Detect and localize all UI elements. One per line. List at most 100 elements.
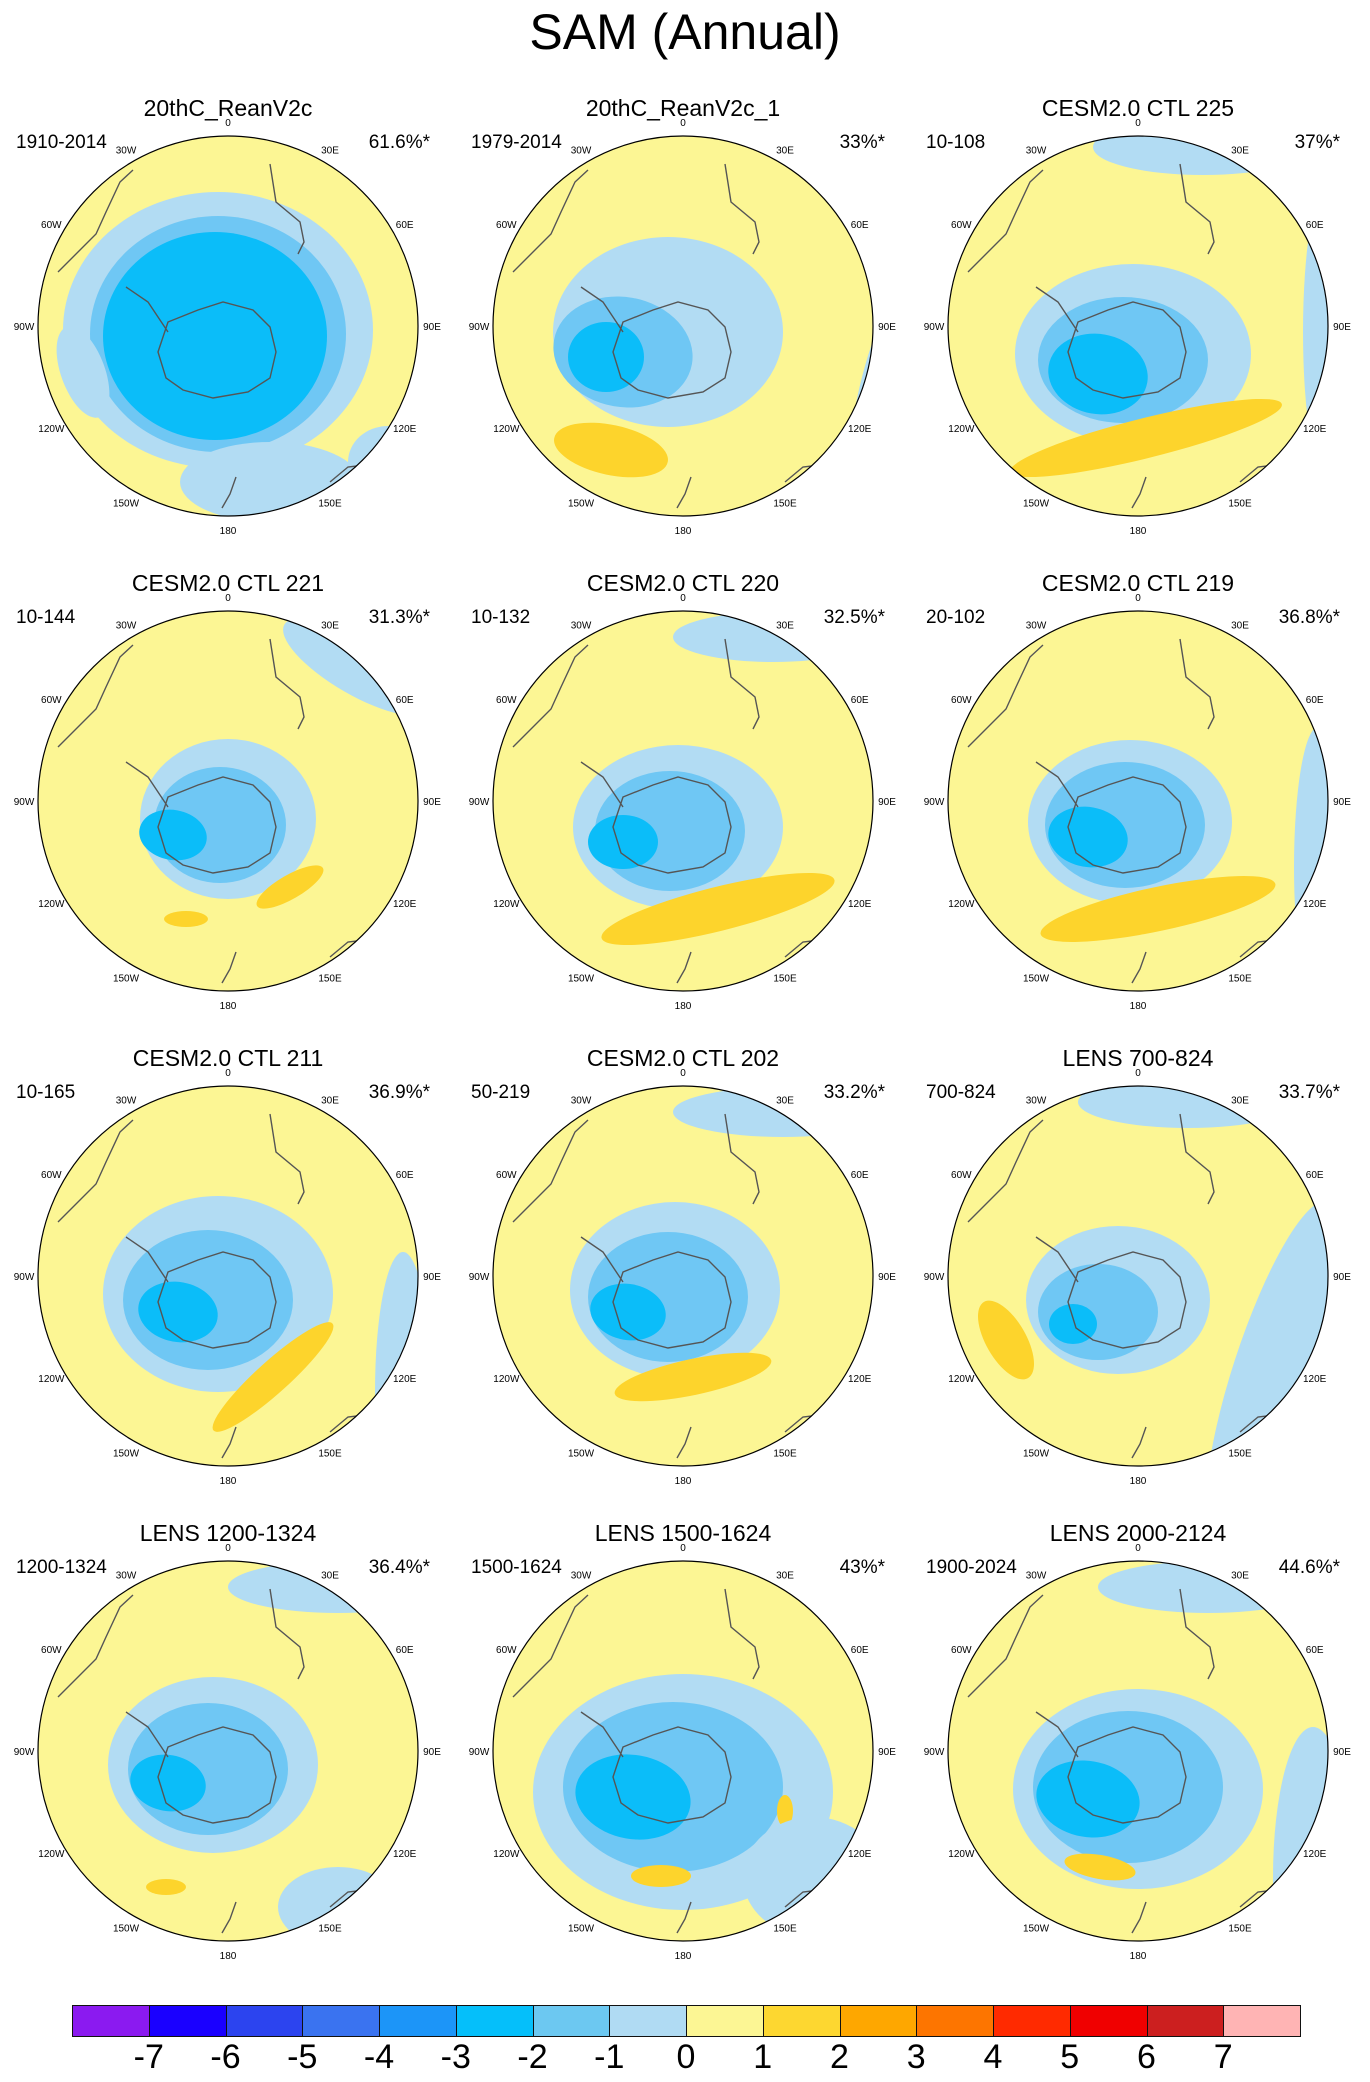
panel-variance: 33.7%* [1278,1082,1340,1103]
colorbar-box [302,2005,380,2037]
longitude-label: 150W [113,1449,140,1460]
longitude-label: 90E [878,322,896,333]
polar-map: 0 30E 60E 90E 120E 150E 180 150W 120W 90W 60W 30W [469,1543,897,1962]
colorbar-box [1146,2005,1225,2037]
longitude-label: 30E [1231,620,1249,631]
polar-map: 0 30E 60E 90E 120E 150E 180 150W 120W 90W 60W 30W [924,1543,1352,1962]
colorbar-label: -1 [594,2038,625,2076]
contour-region [1098,1561,1318,1613]
contour-region [139,809,207,861]
contour-region [146,1879,186,1895]
longitude-label: 150W [113,1924,140,1935]
panel-variance: 36.8%* [1278,607,1340,628]
polar-map: 0 30E 60E 90E 120E 150E 180 150W 120W 90W 60W 30W [924,118,1352,537]
new-zealand-outline [676,476,692,509]
longitude-label: 60W [951,1170,972,1181]
south-america-outline [967,644,1044,748]
longitude-label: 30W [116,620,137,631]
longitude-label: 30E [776,145,794,156]
contour-layer [38,1086,418,1466]
longitude-label: 150E [1228,974,1252,985]
longitude-label: 60W [496,1645,517,1656]
map-border [492,135,874,517]
longitude-label: 90W [14,1747,35,1758]
colorbar-box [686,2005,764,2037]
antarctica-outline [157,301,277,399]
contour-region [590,1283,666,1341]
colorbar-box [455,2005,534,2037]
colorbar-box [762,2005,841,2037]
longitude-label: 0 [225,593,231,604]
map-panel: LENS 1500-1624 1500-1624 43%* 0 30E 60E 90E 120… [463,1519,903,1979]
contour-region [1078,1086,1298,1128]
panel-title: CESM2.0 CTL 225 [1041,95,1235,121]
new-zealand-outline [1131,1426,1147,1459]
antarctic-peninsula-outline [125,286,169,333]
contour-region [614,1352,772,1402]
longitude-label: 90E [878,1272,896,1283]
antarctic-peninsula-outline [580,761,624,808]
antarctic-peninsula-outline [1035,1236,1079,1283]
longitude-label: 90W [469,1747,490,1758]
longitude-label: 90W [14,322,35,333]
longitude-label: 0 [1135,593,1141,604]
longitude-label: 60E [851,1170,869,1181]
longitude-label: 60W [496,1170,517,1181]
longitude-label: 30E [776,1570,794,1581]
longitude-label: 90E [1333,1272,1351,1283]
longitude-label: 150E [773,1449,797,1460]
new-zealand-outline [1131,1901,1147,1934]
longitude-label: 150E [1228,1924,1252,1935]
contour-region [601,872,835,946]
africa-outline [269,638,305,730]
longitude-label: 120W [493,424,520,435]
panel-title: LENS 2000-2124 [1049,1520,1227,1546]
longitude-label: 120W [948,899,975,910]
longitude-label: 60E [396,1645,414,1656]
colorbar-label: 7 [1213,2038,1233,2076]
map-border [37,1085,419,1467]
longitude-label: 30W [116,145,137,156]
longitude-label: 0 [225,1543,231,1554]
contour-region [554,422,668,478]
antarctica-outline [612,776,732,874]
south-america-outline [512,644,589,748]
longitude-label: 0 [680,118,686,129]
contour-layer [38,136,418,516]
africa-outline [724,638,760,730]
africa-outline [1179,638,1215,730]
longitude-label: 150E [318,974,342,985]
contour-region [278,1867,398,1941]
longitude-label: 60E [1306,1170,1324,1181]
antarctic-peninsula-outline [125,1711,169,1758]
contour-region [56,326,110,418]
longitude-label: 0 [680,1543,686,1554]
panel-variance: 36.9%* [368,1082,430,1103]
map-border [947,135,1329,517]
map-border [37,135,419,517]
longitude-label: 90E [423,1747,441,1758]
colorbar: -7 -6 -5 -4 -3 -2 -1 0 1 2 3 4 5 6 7 [72,2005,1301,2077]
colorbar-label: 1 [753,2038,773,2076]
antarctic-peninsula-outline [125,1236,169,1283]
longitude-label: 30E [321,145,339,156]
longitude-label: 150E [773,499,797,510]
antarctica-outline [1067,301,1187,399]
longitude-label: 90E [878,797,896,808]
contour-region [1294,727,1328,991]
panel-variance: 44.6%* [1278,1557,1340,1578]
contour-layer [948,611,1328,991]
longitude-label: 60E [396,220,414,231]
longitude-label: 60E [851,1645,869,1656]
panel-period: 1500-1624 [471,1557,562,1578]
panel-period: 10-132 [471,607,531,628]
new-zealand-outline [221,1426,237,1459]
colorbar-label: 6 [1137,2038,1156,2076]
contour-layer [38,611,418,991]
longitude-label: 30E [1231,1095,1249,1106]
antarctica-outline [157,776,277,874]
panel-period: 20-102 [926,607,986,628]
panel-title: LENS 1500-1624 [594,1520,772,1546]
longitude-label: 120W [493,1849,520,1860]
africa-outline [1179,1588,1215,1680]
